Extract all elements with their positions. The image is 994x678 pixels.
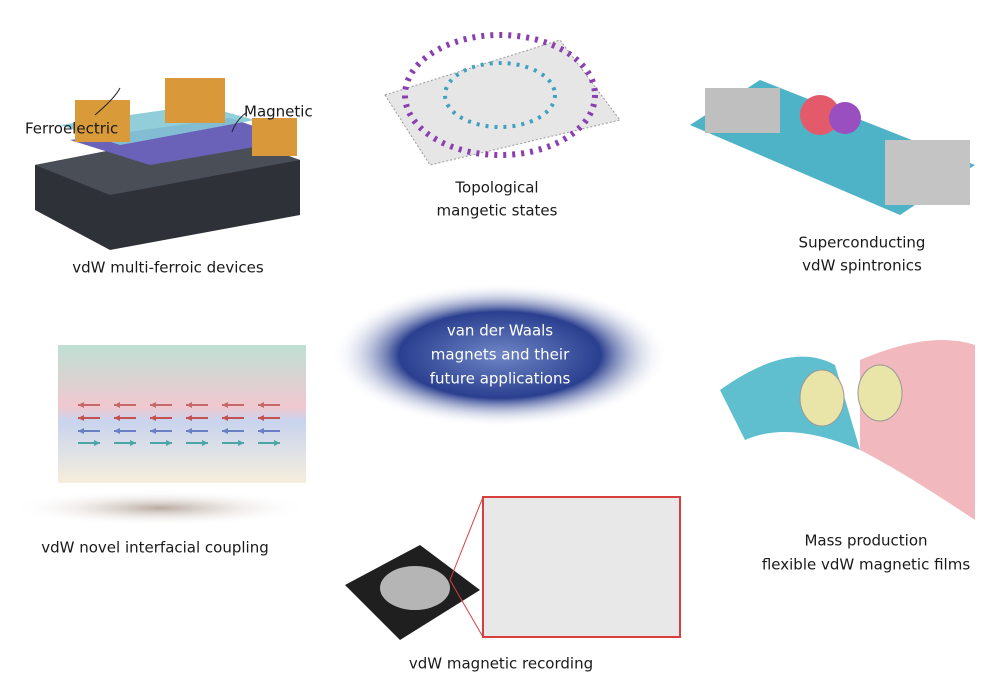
center-ellipse: [332, 283, 668, 427]
spin-arrow-head: [186, 428, 192, 434]
center-title: van der Waals: [447, 322, 553, 340]
spin-arrow-head: [130, 440, 136, 446]
panel-label: vdW spintronics: [802, 257, 922, 275]
device-illustration: [35, 78, 300, 250]
spin-arrow-head: [114, 402, 120, 408]
panel-label: flexible vdW magnetic films: [762, 556, 970, 574]
spin-arrow-head: [274, 440, 280, 446]
topological-illustration: [384, 32, 621, 166]
panel-label: vdW novel interfacial coupling: [41, 539, 269, 557]
spin-arrow-head: [238, 440, 244, 446]
spin-arrow-head: [166, 440, 172, 446]
panel-label: vdW magnetic recording: [409, 655, 593, 673]
spin-arrow-head: [258, 428, 264, 434]
spin-arrow-head: [202, 440, 208, 446]
spin-arrow-head: [222, 428, 228, 434]
spin-arrow-head: [114, 428, 120, 434]
center-title: future applications: [430, 370, 571, 388]
production-illustration: [720, 340, 975, 520]
panel-label: vdW multi-ferroic devices: [72, 259, 264, 277]
spin-arrow-head: [222, 402, 228, 408]
spin-arrow-head: [78, 415, 84, 421]
spin-arrow-head: [94, 440, 100, 446]
spin-arrow-head: [114, 415, 120, 421]
panel-label: mangetic states: [437, 202, 558, 220]
spin-arrow-head: [150, 428, 156, 434]
spin-arrow-head: [186, 402, 192, 408]
panel-label: Topological: [454, 179, 538, 197]
center-title: magnets and their: [431, 346, 570, 364]
spin-arrow-head: [150, 402, 156, 408]
superconducting-illustration: [690, 80, 975, 215]
callout: Ferroelectric: [25, 120, 118, 138]
panel-label: Superconducting: [799, 234, 926, 252]
spin-arrow-head: [186, 415, 192, 421]
callout: Magnetic: [244, 103, 313, 121]
recording-illustration: [345, 496, 681, 640]
spin-arrow-head: [150, 415, 156, 421]
panel-label: Mass production: [804, 532, 927, 550]
interfacial-illustration: [10, 345, 310, 526]
spin-arrow-head: [258, 415, 264, 421]
spin-arrow-head: [78, 428, 84, 434]
spin-arrow-head: [78, 402, 84, 408]
spin-arrow-head: [222, 415, 228, 421]
spin-arrow-head: [258, 402, 264, 408]
